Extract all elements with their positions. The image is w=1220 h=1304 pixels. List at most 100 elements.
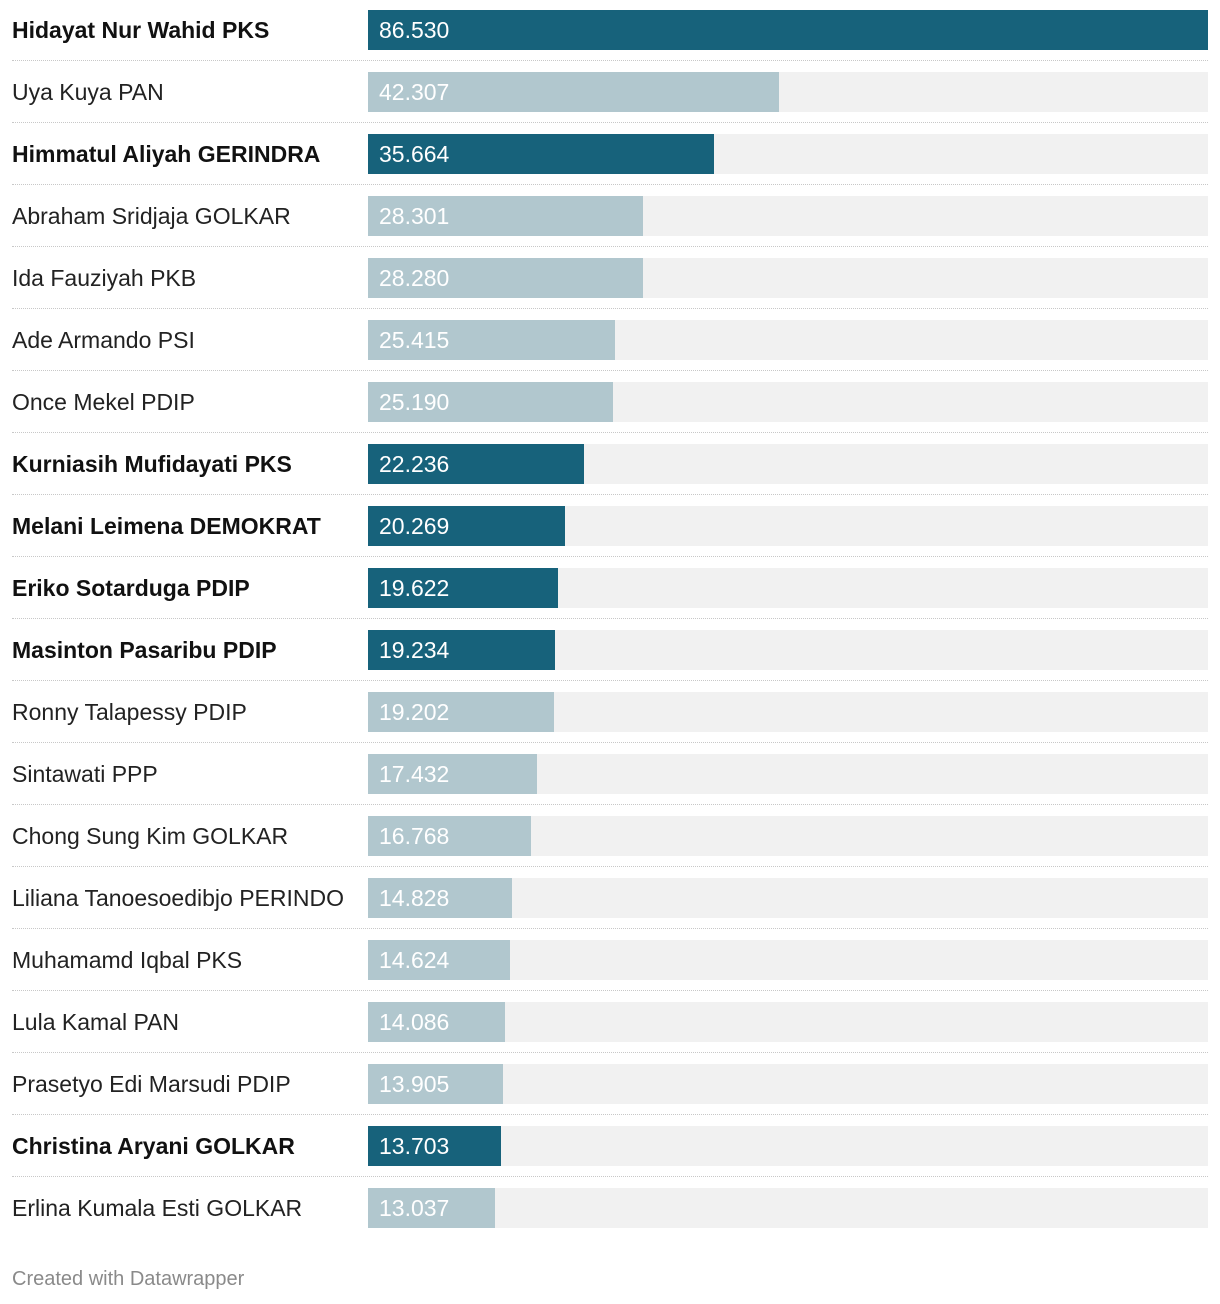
bar-row: Melani Leimena DEMOKRAT 20.269	[0, 506, 1220, 568]
bar	[368, 72, 779, 112]
bar-track: 13.703	[368, 1126, 1208, 1166]
bar-value-label: 42.307	[379, 79, 450, 105]
bar	[368, 10, 1208, 50]
bar-label: Abraham Sridjaja GOLKAR	[12, 203, 291, 229]
bar-value-label: 14.828	[379, 885, 450, 911]
row-divider	[12, 556, 1208, 557]
bar-value-label: 14.086	[379, 1009, 450, 1035]
bar	[368, 382, 613, 422]
bar-row: Erlina Kumala Esti GOLKAR 13.037	[0, 1188, 1220, 1250]
bar	[368, 754, 537, 794]
row-divider	[12, 494, 1208, 495]
bar-value-label: 19.234	[379, 637, 450, 663]
bar-value-label: 25.190	[379, 389, 450, 415]
bar	[368, 196, 643, 236]
bar-row: Sintawati PPP 17.432	[0, 754, 1220, 816]
row-divider	[12, 1114, 1208, 1115]
row-divider	[12, 432, 1208, 433]
footer-credit[interactable]: Created with Datawrapper	[12, 1268, 245, 1290]
bar-value-label: 22.236	[379, 451, 450, 477]
bar-label: Christina Aryani GOLKAR	[12, 1133, 295, 1159]
bar-row: Abraham Sridjaja GOLKAR 28.301	[0, 196, 1220, 258]
bar-value-label: 13.905	[379, 1071, 450, 1097]
bar-track: 16.768	[368, 816, 1208, 856]
bar-row: Muhamamd Iqbal PKS 14.624	[0, 940, 1220, 1002]
bar-label: Muhamamd Iqbal PKS	[12, 947, 243, 973]
bar-value-label: 13.037	[379, 1195, 450, 1221]
bar-label: Chong Sung Kim GOLKAR	[12, 823, 289, 849]
bar	[368, 320, 615, 360]
bar-label: Ade Armando PSI	[12, 327, 195, 353]
bar-track: 14.086	[368, 1002, 1208, 1042]
row-divider	[12, 246, 1208, 247]
bar	[368, 258, 643, 298]
bar-label: Kurniasih Mufidayati PKS	[12, 451, 292, 477]
row-divider	[12, 308, 1208, 309]
bar-row: Lula Kamal PAN 14.086	[0, 1002, 1220, 1064]
bar-track: 25.415	[368, 320, 1208, 360]
bar-track: 19.202	[368, 692, 1208, 732]
bar	[368, 568, 558, 608]
bar-track: 14.624	[368, 940, 1208, 980]
bar	[368, 1064, 503, 1104]
bar	[368, 444, 584, 484]
bar-label: Once Mekel PDIP	[12, 389, 195, 415]
row-divider	[12, 866, 1208, 867]
bar-label: Erlina Kumala Esti GOLKAR	[12, 1195, 303, 1221]
bar-label: Ronny Talapessy PDIP	[12, 699, 247, 725]
bar-row: Masinton Pasaribu PDIP 19.234	[0, 630, 1220, 692]
bar-row: Prasetyo Edi Marsudi PDIP 13.905	[0, 1064, 1220, 1126]
bar-value-label: 17.432	[379, 761, 450, 787]
bar-track: 17.432	[368, 754, 1208, 794]
bar-row: Ida Fauziyah PKB 28.280	[0, 258, 1220, 320]
row-divider	[12, 990, 1208, 991]
bar-row: Christina Aryani GOLKAR 13.703	[0, 1126, 1220, 1188]
bar-label: Masinton Pasaribu PDIP	[12, 637, 277, 663]
row-divider	[12, 680, 1208, 681]
bar	[368, 134, 714, 174]
bar-track: 22.236	[368, 444, 1208, 484]
row-divider	[12, 60, 1208, 61]
row-divider	[12, 122, 1208, 123]
bar-value-label: 28.280	[379, 265, 450, 291]
bar-row: Ronny Talapessy PDIP 19.202	[0, 692, 1220, 754]
bar-label: Hidayat Nur Wahid PKS	[12, 17, 270, 43]
bar-track: 14.828	[368, 878, 1208, 918]
bar-track: 86.530	[368, 10, 1208, 50]
bar-track: 19.622	[368, 568, 1208, 608]
bar	[368, 878, 512, 918]
bar	[368, 630, 555, 670]
bar	[368, 692, 554, 732]
bar-row: Hidayat Nur Wahid PKS 86.530	[0, 10, 1220, 72]
bar	[368, 1188, 495, 1228]
row-divider	[12, 1052, 1208, 1053]
bar-track: 25.190	[368, 382, 1208, 422]
row-divider	[12, 184, 1208, 185]
bar-value-label: 86.530	[379, 17, 450, 43]
bar-label: Melani Leimena DEMOKRAT	[12, 513, 321, 539]
row-divider	[12, 370, 1208, 371]
bar	[368, 1002, 505, 1042]
bar-value-label: 20.269	[379, 513, 450, 539]
bar-row: Ade Armando PSI 25.415	[0, 320, 1220, 382]
bar-row: Kurniasih Mufidayati PKS 22.236	[0, 444, 1220, 506]
bar-row: Eriko Sotarduga PDIP 19.622	[0, 568, 1220, 630]
bar-row: Once Mekel PDIP 25.190	[0, 382, 1220, 444]
bar-track: 42.307	[368, 72, 1208, 112]
bar-track: 19.234	[368, 630, 1208, 670]
bar-label: Uya Kuya PAN	[12, 79, 164, 105]
bar-row: Chong Sung Kim GOLKAR 16.768	[0, 816, 1220, 878]
bar-value-label: 28.301	[379, 203, 450, 229]
bar-label: Sintawati PPP	[12, 761, 158, 787]
bar	[368, 1126, 501, 1166]
row-divider	[12, 1176, 1208, 1177]
bar-track: 13.037	[368, 1188, 1208, 1228]
bar-label: Lula Kamal PAN	[12, 1009, 180, 1035]
bar-track: 20.269	[368, 506, 1208, 546]
bar	[368, 940, 510, 980]
bar-value-label: 25.415	[379, 327, 450, 353]
bar-row: Himmatul Aliyah GERINDRA 35.664	[0, 134, 1220, 196]
row-divider	[12, 618, 1208, 619]
bar	[368, 816, 531, 856]
bar-track: 28.301	[368, 196, 1208, 236]
